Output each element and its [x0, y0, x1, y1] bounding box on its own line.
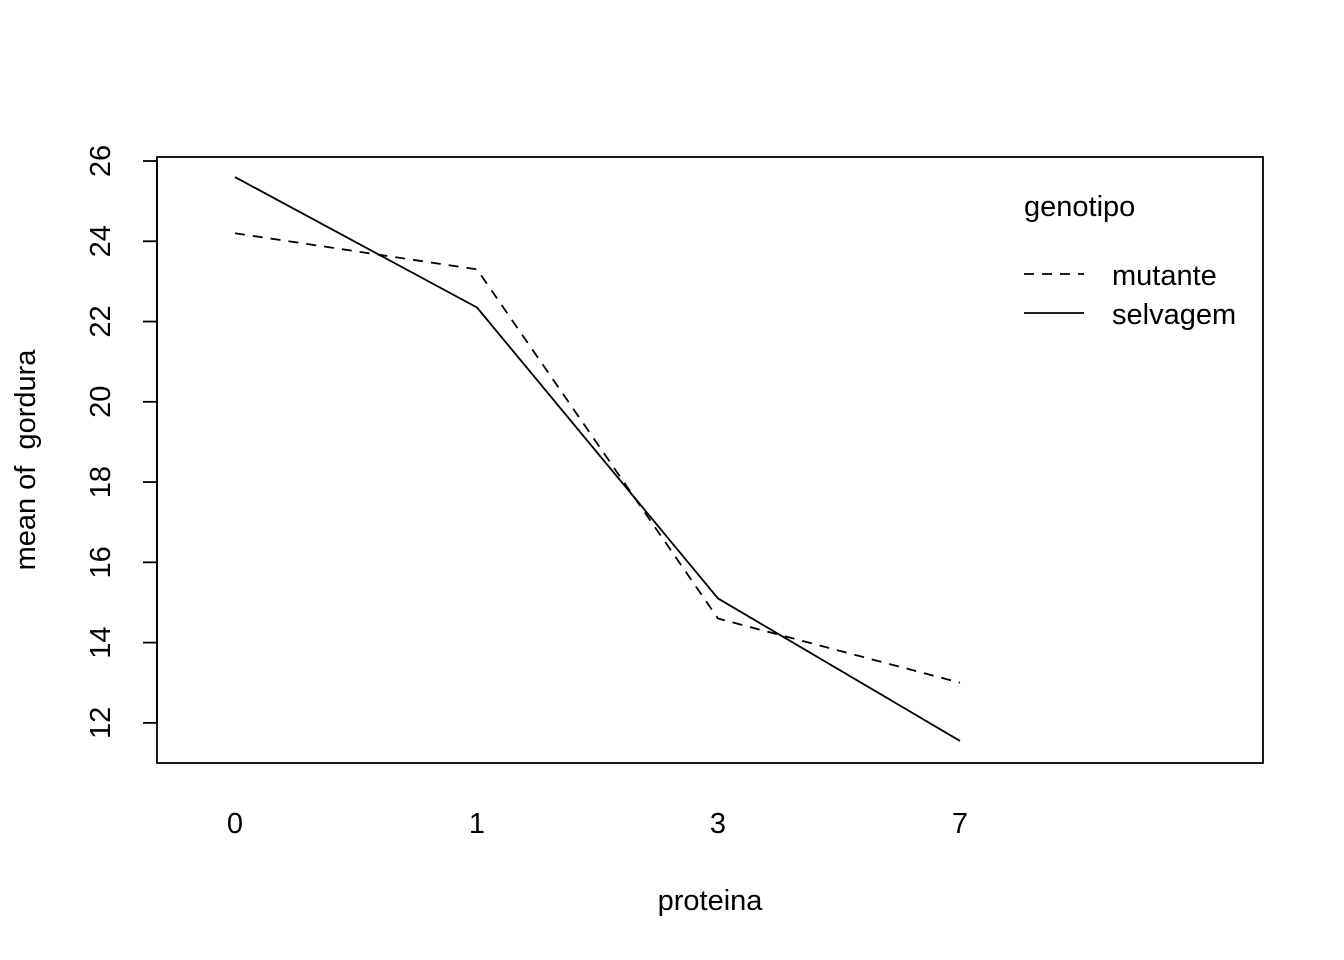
x-tick-label-1: 1: [469, 808, 485, 840]
y-axis-label: mean of gordura: [10, 349, 42, 571]
x-tick-label-3: 3: [710, 808, 726, 840]
x-axis-label: proteina: [658, 885, 764, 917]
legend-title: genotipo: [1024, 191, 1135, 223]
series-line-selvagem: [234, 176, 961, 742]
y-tick-label-18: 18: [85, 466, 117, 498]
y-axis: 12 14 16 18 20 22 24 26: [85, 145, 158, 739]
y-tick-label-12: 12: [85, 707, 117, 739]
plot-frame: [156, 156, 1264, 764]
y-tick-label-16: 16: [85, 546, 117, 578]
x-tick-label-0: 0: [227, 808, 243, 840]
y-tick-label-24: 24: [85, 225, 117, 257]
y-tick-label-14: 14: [85, 626, 117, 658]
series-lines: [234, 176, 961, 742]
series-line-mutante: [234, 232, 961, 684]
legend: genotipo mutante selvagem: [1024, 191, 1236, 331]
legend-selvagem-label: selvagem: [1112, 299, 1236, 331]
y-tick-label-20: 20: [85, 386, 117, 418]
legend-mutante-label: mutante: [1112, 260, 1217, 292]
y-tick-label-22: 22: [85, 305, 117, 337]
x-tick-label-7: 7: [952, 808, 968, 840]
x-tick-labels: 0 1 3 7: [227, 808, 968, 840]
y-tick-label-26: 26: [85, 145, 117, 177]
